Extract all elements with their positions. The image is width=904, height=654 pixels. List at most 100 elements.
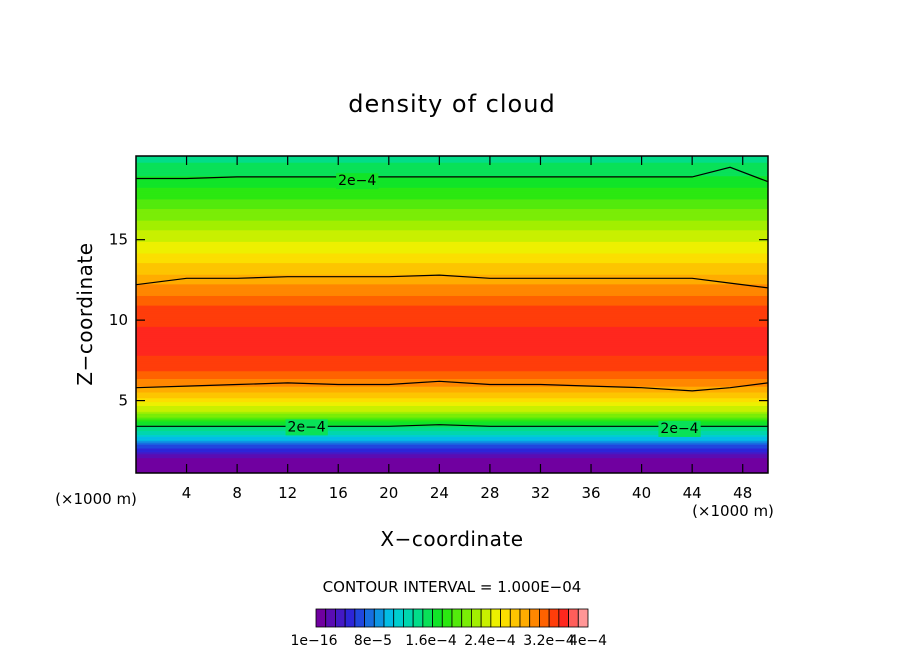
contour-band bbox=[136, 204, 768, 208]
colorbar-swatch bbox=[519, 608, 531, 628]
colorbar-swatch bbox=[461, 608, 472, 628]
contour-band bbox=[136, 436, 768, 439]
contour-band bbox=[136, 322, 768, 325]
plot-frame bbox=[135, 155, 769, 474]
y-tick-label: 10 bbox=[109, 311, 128, 329]
contour-band bbox=[136, 341, 768, 345]
contour-band bbox=[136, 366, 768, 370]
colorbar-swatch bbox=[422, 608, 433, 628]
contour-band bbox=[136, 409, 768, 412]
contour-band bbox=[136, 422, 768, 426]
colorbar-swatch bbox=[509, 608, 521, 628]
colorbar-swatch bbox=[480, 608, 492, 628]
contour-band bbox=[136, 210, 768, 213]
contour-band bbox=[136, 424, 768, 428]
contour-band bbox=[136, 368, 768, 372]
contour-band bbox=[136, 303, 768, 306]
contour-band bbox=[136, 216, 768, 219]
contour-band bbox=[136, 208, 768, 211]
colorbar-swatch bbox=[412, 608, 424, 628]
contour-band bbox=[136, 179, 768, 183]
contour-band bbox=[136, 374, 768, 378]
x-tick-label: 36 bbox=[581, 484, 600, 502]
contour-band bbox=[136, 266, 768, 269]
x-axis-ticks: 4 8 12 16 20 24 28 32 36 40 44 48 bbox=[182, 156, 752, 502]
contour-band bbox=[136, 403, 768, 407]
contour-band bbox=[136, 214, 768, 217]
colorbar-swatch bbox=[432, 608, 443, 628]
contour-band bbox=[136, 225, 768, 229]
colorbar-swatch bbox=[315, 608, 327, 628]
x-tick-label: 12 bbox=[278, 484, 297, 502]
contour-band bbox=[136, 359, 768, 362]
contour-band bbox=[136, 388, 768, 391]
contour-band bbox=[136, 191, 768, 194]
contour-label-bg bbox=[658, 420, 701, 437]
contour-band bbox=[136, 351, 768, 354]
contour-band bbox=[136, 471, 768, 473]
contour-band bbox=[136, 447, 768, 451]
contour-band bbox=[136, 164, 768, 167]
colorbar-swatch bbox=[335, 608, 346, 628]
contour-band bbox=[136, 405, 768, 408]
contour-band bbox=[136, 181, 768, 184]
contour-band bbox=[136, 411, 768, 414]
colorbar-swatch bbox=[558, 608, 569, 628]
contour-band bbox=[136, 306, 768, 310]
contour-band bbox=[136, 272, 768, 275]
contour-band bbox=[136, 277, 768, 281]
colorbar bbox=[315, 608, 589, 628]
contour-band bbox=[136, 426, 768, 430]
contour-band bbox=[136, 193, 768, 196]
colorbar-label: 4e−4 bbox=[569, 633, 607, 649]
colorbar-swatch bbox=[490, 608, 501, 628]
contour-band bbox=[136, 252, 768, 256]
contour-band bbox=[136, 361, 768, 364]
contour-band bbox=[136, 235, 768, 239]
x-tick-label: 20 bbox=[379, 484, 398, 502]
contour-band bbox=[136, 434, 768, 437]
contour-band bbox=[136, 249, 768, 252]
colorbar-label: 2.4e−4 bbox=[464, 633, 516, 649]
contour-band bbox=[136, 339, 768, 343]
contour-band bbox=[136, 250, 768, 254]
y-axis-title: Z−coordinate bbox=[73, 242, 97, 385]
contour-band bbox=[136, 187, 768, 190]
contour-band bbox=[136, 243, 768, 246]
contour-band bbox=[136, 198, 768, 202]
contour-band bbox=[136, 299, 768, 302]
colorbar-swatch bbox=[403, 608, 414, 628]
x-tick-label: 24 bbox=[430, 484, 449, 502]
contour-band bbox=[136, 233, 768, 237]
contour-band bbox=[136, 453, 768, 457]
contour-band bbox=[136, 378, 768, 381]
colorbar-swatch bbox=[529, 608, 540, 628]
colorbar-swatch bbox=[471, 608, 482, 628]
contour-band bbox=[136, 353, 768, 356]
contour-band bbox=[136, 397, 768, 401]
contour-band bbox=[136, 185, 768, 188]
contour-band bbox=[136, 256, 768, 260]
x-tick-label: 40 bbox=[632, 484, 651, 502]
contour-band bbox=[136, 376, 768, 379]
contour-band bbox=[136, 320, 768, 323]
colorbar-swatch bbox=[539, 608, 550, 628]
contour-band bbox=[136, 463, 768, 466]
contour-band bbox=[136, 318, 768, 322]
contour-band bbox=[136, 389, 768, 393]
x-unit-right: (×1000 m) bbox=[692, 502, 774, 520]
contour-label-bg bbox=[336, 173, 379, 190]
contour-band bbox=[136, 268, 768, 271]
colorbar-label: 3.2e−4 bbox=[523, 633, 575, 649]
contour-band bbox=[136, 357, 768, 360]
contour-band bbox=[136, 167, 768, 171]
y-tick-label: 5 bbox=[118, 392, 128, 410]
contour-band bbox=[136, 285, 768, 289]
contour-band bbox=[136, 399, 768, 403]
colorbar-swatch bbox=[354, 608, 365, 628]
contour-band bbox=[136, 165, 768, 169]
colorbar-swatch bbox=[373, 608, 385, 628]
contour-interval-note: CONTOUR INTERVAL = 1.000E−04 bbox=[323, 578, 582, 596]
contour-band bbox=[136, 445, 768, 449]
contour-band bbox=[136, 449, 768, 453]
